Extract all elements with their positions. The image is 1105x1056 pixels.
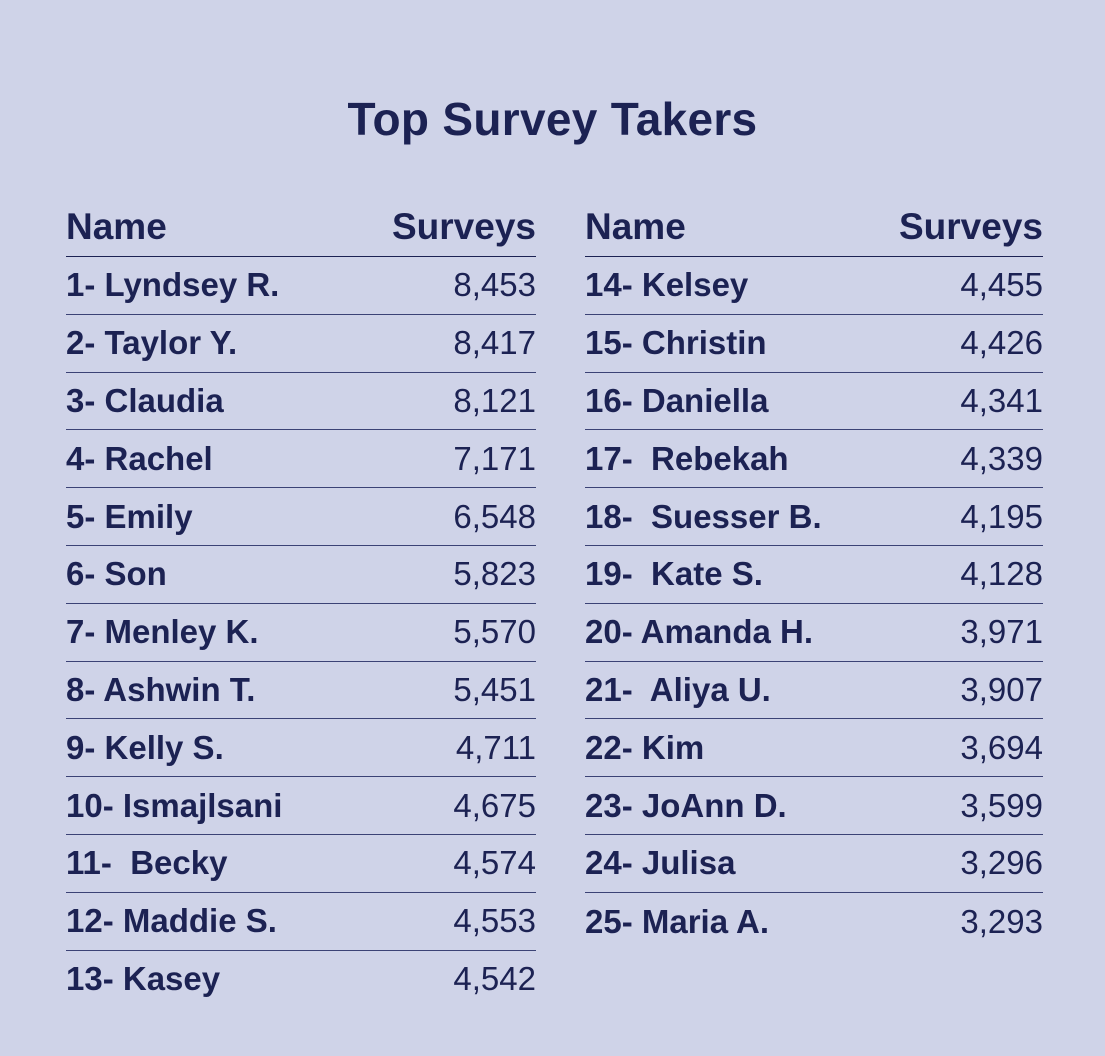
taker-name: 24- Julisa	[585, 844, 736, 882]
taker-name: 9- Kelly S.	[66, 728, 224, 766]
survey-count: 5,570	[453, 613, 536, 651]
survey-count: 5,451	[453, 670, 536, 708]
survey-count: 3,296	[960, 844, 1043, 882]
taker-name: 1- Lyndsey R.	[66, 266, 280, 304]
left-table: Name Surveys 1- Lyndsey R. 8,453 2- Taylo…	[66, 200, 536, 1008]
taker-name: 20- Amanda H.	[585, 613, 814, 651]
taker-name: 14- Kelsey	[585, 266, 749, 304]
table-row: 22- Kim 3,694	[585, 719, 1043, 778]
table-header: Name Surveys	[66, 200, 536, 257]
table-row: 23- JoAnn D. 3,599	[585, 777, 1043, 835]
survey-count: 4,455	[960, 266, 1043, 304]
survey-count: 4,711	[455, 728, 536, 766]
table-row: 19- Kate S. 4,128	[585, 546, 1043, 604]
table-row: 10- Ismajlsani 4,675	[66, 777, 536, 835]
taker-name: 21- Aliya U.	[585, 670, 771, 708]
surveys-column-header: Surveys	[899, 206, 1043, 247]
survey-count: 4,574	[453, 844, 536, 882]
table-row: 11- Becky 4,574	[66, 835, 536, 893]
survey-count: 3,293	[960, 902, 1043, 940]
surveys-column-header: Surveys	[392, 206, 536, 247]
left-rows: 1- Lyndsey R. 8,453 2- Taylor Y. 8,417 3- …	[66, 257, 536, 1008]
taker-name: 13- Kasey	[66, 960, 221, 998]
survey-count: 4,426	[960, 324, 1043, 362]
table-row: 7- Menley K. 5,570	[66, 604, 536, 662]
survey-count: 7,171	[453, 439, 536, 477]
taker-name: 6- Son	[66, 555, 167, 593]
right-table: Name Surveys 14- Kelsey 4,455 15- Christi…	[585, 200, 1043, 951]
right-rows: 14- Kelsey 4,455 15- Christin 4,426 16- Da…	[585, 257, 1043, 951]
survey-count: 3,971	[960, 613, 1043, 651]
table-row: 16- Daniella 4,341	[585, 373, 1043, 431]
table-row: 13- Kasey 4,542	[66, 951, 536, 1009]
taker-name: 23- JoAnn D.	[585, 786, 787, 824]
table-row: 6- Son 5,823	[66, 546, 536, 604]
table-row: 2- Taylor Y. 8,417	[66, 315, 536, 373]
table-row: 21- Aliya U. 3,907	[585, 662, 1043, 720]
survey-count: 3,694	[960, 728, 1043, 766]
survey-count: 4,339	[960, 439, 1043, 477]
survey-count: 3,599	[960, 786, 1043, 824]
survey-count: 4,553	[453, 902, 536, 940]
table-row: 3- Claudia 8,121	[66, 373, 536, 431]
survey-count: 4,542	[453, 960, 536, 998]
taker-name: 25- Maria A.	[585, 902, 770, 940]
table-header: Name Surveys	[585, 200, 1043, 257]
taker-name: 10- Ismajlsani	[66, 786, 283, 824]
taker-name: 5- Emily	[66, 497, 193, 535]
taker-name: 7- Menley K.	[66, 613, 259, 651]
taker-name: 16- Daniella	[585, 381, 769, 419]
page-title: Top Survey Takers	[347, 93, 758, 145]
table-row: 24- Julisa 3,296	[585, 835, 1043, 893]
taker-name: 2- Taylor Y.	[66, 324, 238, 362]
taker-name: 18- Suesser B.	[585, 497, 822, 535]
survey-count: 4,128	[960, 555, 1043, 593]
survey-count: 4,195	[960, 497, 1043, 535]
taker-name: 17- Rebekah	[585, 439, 789, 477]
table-row: 20- Amanda H. 3,971	[585, 604, 1043, 662]
taker-name: 15- Christin	[585, 324, 767, 362]
taker-name: 3- Claudia	[66, 381, 224, 419]
table-row: 18- Suesser B. 4,195	[585, 488, 1043, 546]
table-row: 25- Maria A. 3,293	[585, 893, 1043, 951]
table-row: 1- Lyndsey R. 8,453	[66, 257, 536, 315]
taker-name: 11- Becky	[66, 844, 228, 882]
table-row: 8- Ashwin T. 5,451	[66, 662, 536, 720]
taker-name: 4- Rachel	[66, 439, 213, 477]
table-row: 15- Christin 4,426	[585, 315, 1043, 373]
table-row: 17- Rebekah 4,339	[585, 430, 1043, 489]
survey-count: 8,453	[453, 266, 536, 304]
table-row: 14- Kelsey 4,455	[585, 257, 1043, 315]
survey-count: 8,417	[453, 324, 536, 362]
taker-name: 12- Maddie S.	[66, 902, 277, 940]
taker-name: 8- Ashwin T.	[66, 670, 256, 708]
survey-count: 8,121	[453, 381, 536, 419]
taker-name: 19- Kate S.	[585, 555, 763, 593]
table-row: 9- Kelly S. 4,711	[66, 719, 536, 778]
table-row: 5- Emily 6,548	[66, 488, 536, 546]
name-column-header: Name	[66, 206, 167, 247]
survey-count: 4,341	[960, 381, 1043, 419]
survey-count: 5,823	[453, 555, 536, 593]
table-row: 12- Maddie S. 4,553	[66, 893, 536, 951]
taker-name: 22- Kim	[585, 728, 705, 766]
table-row: 4- Rachel 7,171	[66, 430, 536, 489]
name-column-header: Name	[585, 206, 686, 247]
survey-count: 3,907	[960, 670, 1043, 708]
survey-count: 6,548	[453, 497, 536, 535]
survey-count: 4,675	[453, 786, 536, 824]
